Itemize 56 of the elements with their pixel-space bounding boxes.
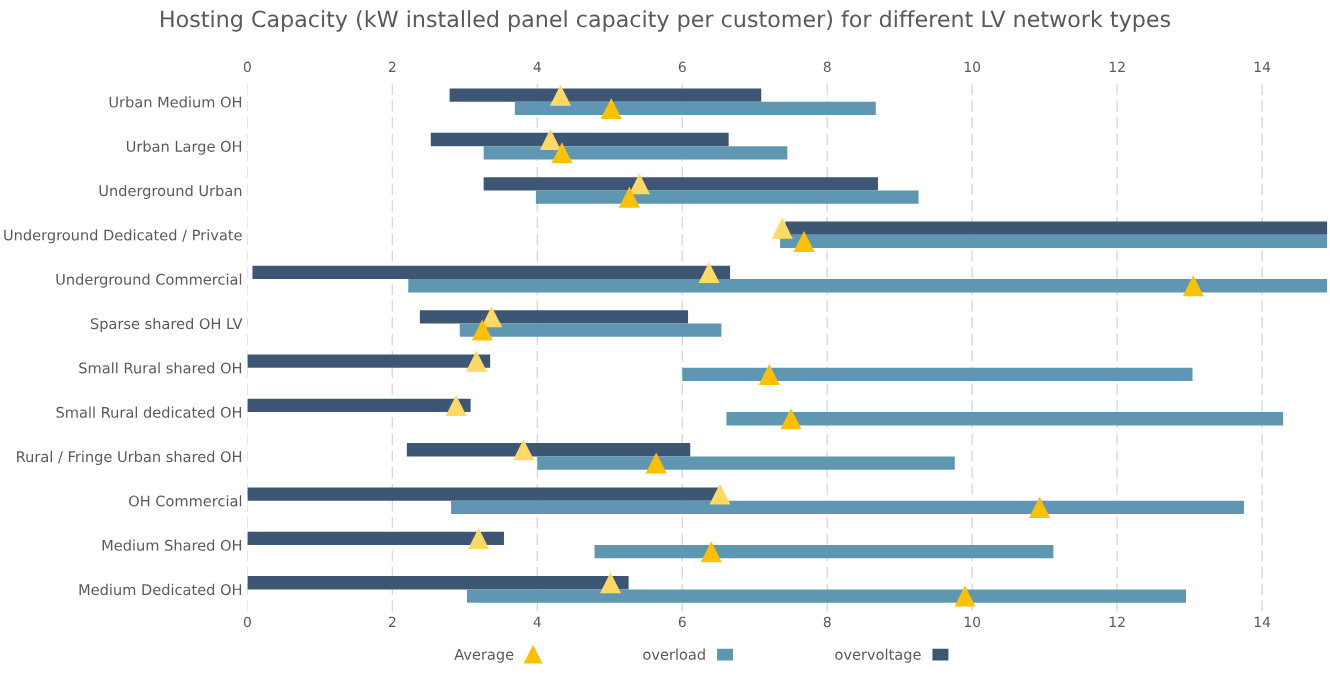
x2-tick-label: 10 [964, 61, 981, 73]
x-tick-label: 12 [1109, 616, 1125, 627]
bar [682, 367, 1193, 382]
x2-tick-label: 12 [1109, 61, 1125, 72]
y-tick-label: Small Rural dedicated OH [56, 406, 242, 418]
bar [247, 398, 471, 413]
bar [247, 531, 504, 546]
x-tick-label: 10 [964, 616, 981, 628]
bar [537, 456, 955, 470]
y-tick-label: Medium Shared OH [102, 539, 242, 551]
x-tick-label: 6 [678, 616, 686, 628]
y-tick-label: Urban Medium OH [109, 96, 242, 108]
bar [406, 443, 691, 457]
bar [483, 146, 788, 160]
bar [594, 545, 1054, 559]
bar [419, 310, 689, 324]
chart-title: Hosting Capacity (kW installed panel capacity per customer) for different LV network types [161, 10, 1171, 32]
legend-label: Average [454, 649, 514, 663]
x2-tick-label: 14 [1254, 61, 1271, 72]
bar [785, 221, 1328, 235]
bar [459, 323, 722, 337]
bar [247, 576, 629, 590]
bar [449, 88, 762, 102]
x-tick-label: 0 [243, 616, 251, 628]
x2-tick-label: 0 [243, 61, 251, 73]
y-tick-label: Sparse shared OH LV [90, 317, 243, 333]
legend-label: overvoltage [835, 648, 921, 663]
x-tick-label: 8 [823, 616, 831, 628]
y-tick-label: Underground Dedicated / Private [4, 229, 242, 244]
bar [780, 234, 1328, 249]
y-tick-label: OH Commercial [129, 495, 242, 507]
bar [247, 354, 491, 368]
x-tick-label: 14 [1254, 616, 1271, 627]
y-tick-label: Rural / Fringe Urban shared OH [17, 450, 242, 465]
y-tick-label: Medium Dedicated OH [79, 583, 242, 596]
x-tick-label: 2 [388, 616, 396, 627]
bar [451, 500, 1244, 515]
x-tick-label: 4 [533, 616, 541, 627]
y-tick-label: Underground Commercial [56, 273, 242, 288]
legend-label: overload [643, 648, 705, 660]
x2-tick-label: 8 [823, 61, 831, 73]
bar [430, 132, 729, 147]
bar [252, 265, 731, 280]
bar [467, 589, 1186, 603]
x2-tick-label: 4 [533, 61, 541, 72]
x2-tick-label: 2 [388, 61, 396, 72]
y-tick-label: Small Rural shared OH [79, 362, 242, 374]
x2-tick-label: 6 [678, 61, 686, 73]
bar [483, 177, 878, 191]
y-tick-label: Underground Urban [99, 184, 242, 200]
bar [247, 487, 720, 501]
bar [535, 190, 919, 204]
y-tick-label: Urban Large OH [126, 140, 242, 155]
bar [514, 101, 876, 116]
bar [726, 412, 1284, 426]
bar [408, 279, 1328, 293]
